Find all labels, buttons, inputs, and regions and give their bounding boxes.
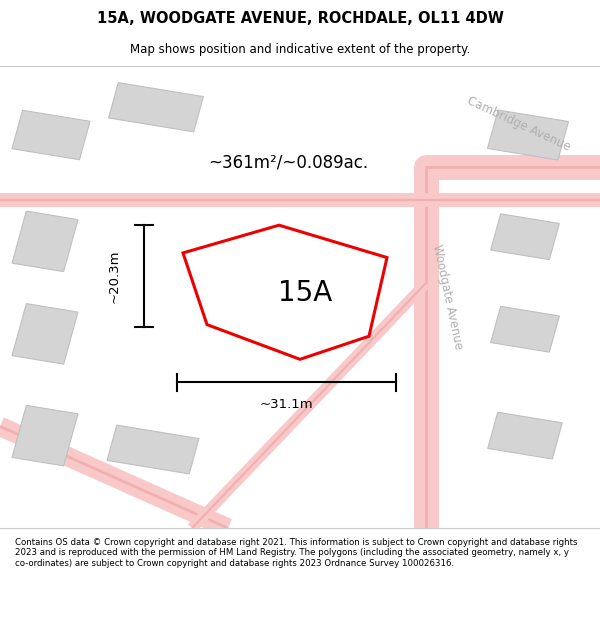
Text: 15A, WOODGATE AVENUE, ROCHDALE, OL11 4DW: 15A, WOODGATE AVENUE, ROCHDALE, OL11 4DW bbox=[97, 11, 503, 26]
Text: Map shows position and indicative extent of the property.: Map shows position and indicative extent… bbox=[130, 42, 470, 56]
Polygon shape bbox=[491, 214, 559, 259]
Polygon shape bbox=[491, 306, 559, 352]
Text: ~361m²/~0.089ac.: ~361m²/~0.089ac. bbox=[208, 154, 368, 172]
Polygon shape bbox=[12, 304, 78, 364]
Text: ~31.1m: ~31.1m bbox=[260, 398, 313, 411]
Text: Cambridge Avenue: Cambridge Avenue bbox=[465, 94, 573, 153]
Polygon shape bbox=[12, 110, 90, 160]
Text: Woodgate Avenue: Woodgate Avenue bbox=[430, 243, 464, 351]
Polygon shape bbox=[109, 82, 203, 132]
Polygon shape bbox=[12, 406, 78, 466]
Polygon shape bbox=[107, 425, 199, 474]
Text: 15A: 15A bbox=[278, 279, 332, 307]
Text: ~20.3m: ~20.3m bbox=[107, 249, 121, 302]
Polygon shape bbox=[183, 225, 387, 359]
Polygon shape bbox=[487, 110, 569, 160]
Polygon shape bbox=[12, 211, 78, 272]
Polygon shape bbox=[488, 412, 562, 459]
Text: Contains OS data © Crown copyright and database right 2021. This information is : Contains OS data © Crown copyright and d… bbox=[15, 538, 577, 568]
Polygon shape bbox=[220, 255, 308, 311]
